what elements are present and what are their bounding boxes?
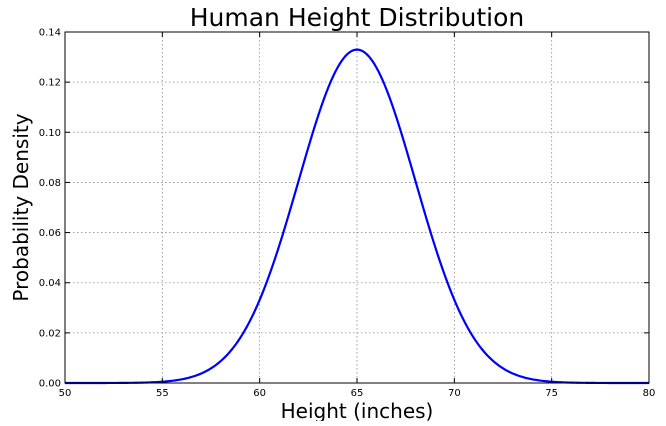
x-tick-label: 80 [643, 388, 656, 399]
y-tick-label: 0.14 [39, 28, 61, 39]
y-tick-label: 0.06 [39, 228, 61, 239]
axis-ticks: 50 55 60 65 70 75 80 0.00 0.02 0.04 0.06 0.08 0.10 0.… [39, 28, 656, 400]
y-axis-label: Probability Density [9, 113, 33, 301]
x-tick-label: 65 [351, 388, 364, 399]
x-tick-label: 70 [448, 388, 461, 399]
y-tick-label: 0.10 [39, 128, 61, 139]
y-tick-label: 0.04 [39, 278, 61, 289]
x-tick-label: 55 [156, 388, 169, 399]
grid-lines [65, 32, 649, 383]
x-tick-label: 60 [253, 388, 266, 399]
y-tick-label: 0.02 [39, 328, 61, 339]
y-tick-label: 0.08 [39, 178, 61, 189]
x-axis-label: Height (inches) [281, 399, 434, 421]
chart-title: Human Height Distribution [190, 3, 525, 32]
x-tick-label: 75 [545, 388, 558, 399]
y-tick-label: 0.12 [39, 78, 61, 89]
x-tick-label: 50 [59, 388, 72, 399]
y-tick-label: 0.00 [39, 379, 61, 390]
